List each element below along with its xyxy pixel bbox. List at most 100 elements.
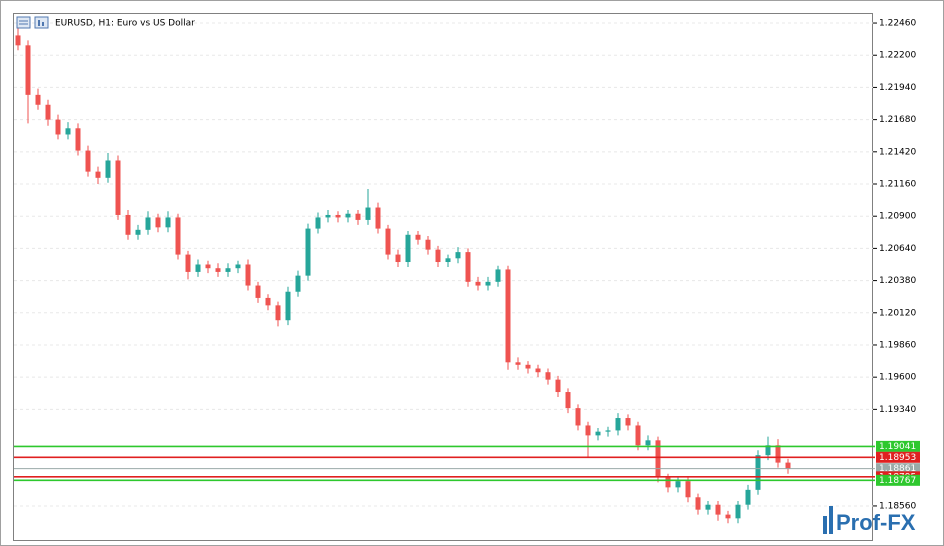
candle-body [65,128,71,135]
candle-body [295,275,301,292]
candle-body [245,264,251,286]
chart-icon[interactable] [34,16,49,29]
candle-body [555,379,561,393]
y-tick-label: 1.22200 [879,51,916,61]
candle-body [335,214,341,218]
price-label-bg [876,474,920,486]
candle-body [695,497,701,510]
chart-header: EURUSD, H1: Euro vs US Dollar [16,16,195,29]
candle-body [445,258,451,263]
candle-body [515,362,521,365]
y-tick-label: 1.19340 [879,405,916,415]
icon-bar [38,20,40,26]
candle-body [575,408,581,426]
candle-body [655,440,661,478]
y-tick-label: 1.21680 [879,115,916,125]
y-tick-label: 1.20120 [879,308,916,318]
plot-frame [13,13,873,541]
candle-body [545,372,551,380]
logo-bar [823,516,827,534]
candle-body [605,430,611,432]
icon-bar [42,22,44,26]
candle-body [525,364,531,369]
price-label-bg [876,440,920,452]
candle-body [115,160,121,215]
candle-body [675,481,681,488]
y-tick-label: 1.21940 [879,83,916,93]
candle-body [375,207,381,229]
price-label-bg [876,463,920,475]
candle-body [25,45,31,95]
candle-body [425,239,431,250]
candle-body [685,481,691,498]
candle-body [775,445,781,463]
candle-body [165,217,171,228]
y-tick-label: 1.19600 [879,373,916,383]
candle-body [485,281,491,286]
candle-body [405,234,411,263]
price-label: 1.18767 [879,476,916,486]
candle-body [145,217,151,230]
candle-body [755,455,761,490]
y-tick-label: 1.21420 [879,147,916,157]
candle-body [475,281,481,286]
candle-body [265,297,271,306]
candle-body [785,462,791,469]
candle-body [385,228,391,255]
candle-body [435,249,441,263]
candle-body [45,104,51,120]
y-tick-label: 1.20380 [879,276,916,286]
candle-body [125,214,131,235]
candle-body [665,477,671,488]
candle-body [55,119,61,135]
candle-body [275,305,281,321]
candle-body [495,269,501,282]
y-tick-label: 1.20900 [879,212,916,222]
grid [14,22,873,507]
menu-icon[interactable] [16,16,31,29]
candle-body [395,254,401,263]
candle-body [175,217,181,255]
price-label: 1.18861 [879,464,916,474]
candle-body [315,217,321,229]
y-tick-label: 1.19860 [879,340,916,350]
candle-body [225,268,231,272]
candle-body [715,504,721,515]
candle-body [95,171,101,178]
y-tick-label: 1.20640 [879,244,916,254]
chart-title: EURUSD, H1: Euro vs US Dollar [55,19,195,29]
candle-body [305,228,311,276]
candle-body [415,234,421,240]
candle-body [725,514,731,519]
logo-bar [829,506,833,534]
candle-body [85,150,91,172]
candle-body [535,368,541,373]
candle-body [615,418,621,431]
price-label-bg [876,451,920,463]
candle-body [765,445,771,456]
candle-body [285,291,291,321]
candle-body [625,418,631,426]
candle-body [635,425,641,446]
price-label: 1.18953 [879,453,916,463]
candle-body [505,269,511,363]
candle-body [455,252,461,259]
candles [15,26,791,524]
candle-body [185,254,191,272]
candle-body [325,214,331,218]
candle-body [595,431,601,436]
candle-body [195,264,201,272]
candle-body [235,264,241,269]
candle-body [465,252,471,282]
candle-body [215,268,221,272]
y-axis: 1.22460 1.22200 1.21940 1.21680 1.21420 1.211… [873,19,916,511]
candle-body [735,504,741,519]
candle-body [705,504,711,510]
candle-body [565,392,571,409]
candle-body [255,285,261,298]
candle-body [75,128,81,151]
price-label: 1.19041 [879,442,916,452]
